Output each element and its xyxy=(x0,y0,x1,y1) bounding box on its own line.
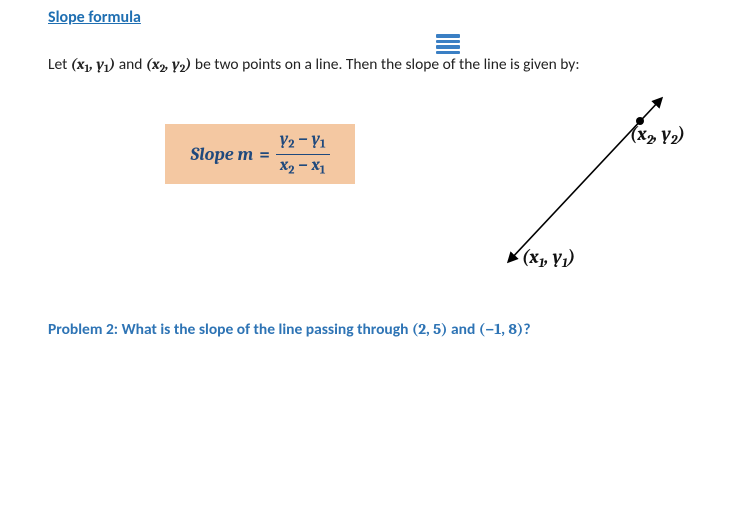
intro-mid: and xyxy=(115,55,146,74)
problem-pt1: (2, 5) xyxy=(412,320,448,338)
formula-eq: = xyxy=(259,144,270,165)
section-title: Slope formula xyxy=(48,8,141,27)
problem-and: and xyxy=(448,320,479,339)
hamburger-icon xyxy=(436,34,460,54)
intro-suffix: be two points on a line. Then the slope … xyxy=(191,55,579,74)
intro-text: Let (x1, y1) and (x2, y2) be two points … xyxy=(48,55,702,75)
problem-qmark: ? xyxy=(523,320,530,339)
formula-den: x2 − x1 xyxy=(276,157,329,178)
problem-2: Problem 2: What is the slope of the line… xyxy=(48,320,531,339)
problem-question: What is the slope of the line passing th… xyxy=(122,320,412,339)
problem-label: Problem 2: xyxy=(48,320,122,339)
point1-inline: (x1, y1) xyxy=(71,55,115,73)
intro-prefix: Let xyxy=(48,55,71,74)
problem-pt2: (−1, 8) xyxy=(479,320,524,338)
diagram-label2: (x2, y2) xyxy=(630,123,685,148)
diagram-label1: (x1, y1) xyxy=(522,246,575,271)
formula-lhs: Slope m xyxy=(190,144,253,165)
point2-inline: (x2, y2) xyxy=(146,55,191,73)
formula-num: y2 − y1 xyxy=(276,131,330,152)
formula-fraction: y2 − y1 x2 − x1 xyxy=(276,131,330,178)
slope-formula-box: Slope m = y2 − y1 x2 − x1 xyxy=(165,124,355,184)
line-diagram: (x2, y2) (x1, y1) xyxy=(480,85,720,285)
